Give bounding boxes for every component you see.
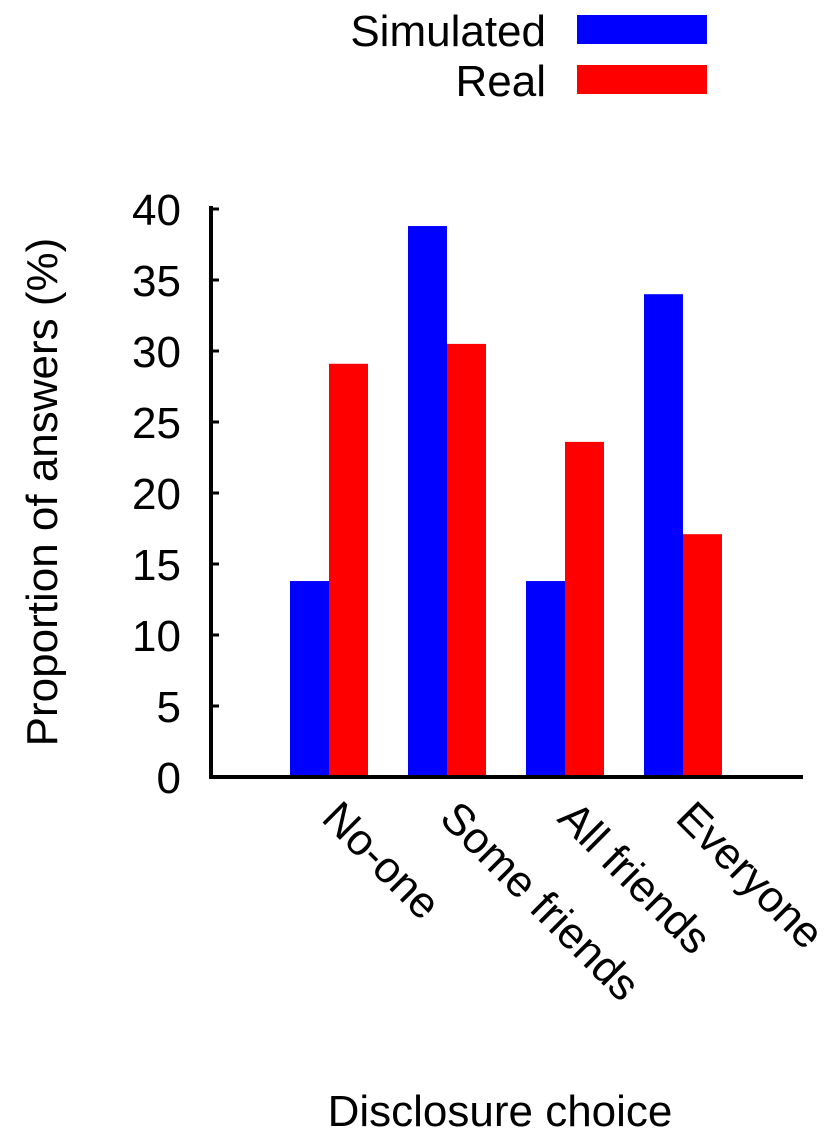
bar-simulated-all-friends xyxy=(526,581,565,777)
y-tick-label: 10 xyxy=(132,612,181,661)
x-axis-label: Disclosure choice xyxy=(328,1087,673,1128)
x-tick-label: No-one xyxy=(313,792,450,929)
y-tick-label: 35 xyxy=(132,257,181,306)
y-tick-label: 25 xyxy=(132,399,181,448)
bars-group xyxy=(290,226,722,778)
y-tick-label: 20 xyxy=(132,470,181,519)
bar-real-some-friends xyxy=(447,343,486,777)
bar-real-no-one xyxy=(329,363,368,777)
bar-simulated-no-one xyxy=(290,581,329,777)
bar-real-everyone xyxy=(683,534,722,777)
legend-label-simulated: Simulated xyxy=(350,7,546,56)
y-tick-label: 5 xyxy=(157,683,181,732)
bar-simulated-everyone xyxy=(644,294,683,777)
legend-swatch-simulated xyxy=(577,15,707,44)
bar-simulated-some-friends xyxy=(408,226,447,778)
y-tick-label: 0 xyxy=(157,754,181,803)
legend-swatch-real xyxy=(577,65,707,94)
y-axis-label: Proportion of answers (%) xyxy=(18,238,67,747)
y-tick-label: 15 xyxy=(132,541,181,590)
y-tick-label: 30 xyxy=(132,328,181,377)
legend-label-real: Real xyxy=(456,57,547,106)
y-axis-ticks: 0 5 10 15 20 25 30 35 40 xyxy=(132,186,219,803)
y-tick-label: 40 xyxy=(132,186,181,235)
bar-real-all-friends xyxy=(565,441,604,777)
